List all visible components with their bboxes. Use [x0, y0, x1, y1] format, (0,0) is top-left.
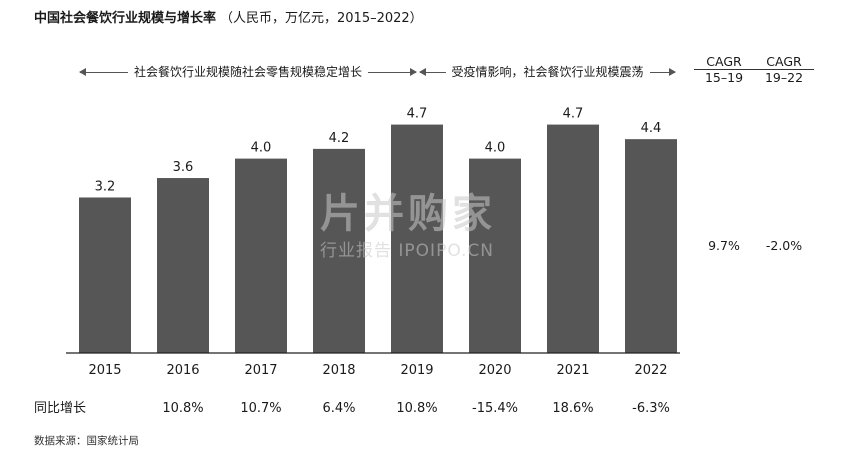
x-tick-label-2019: 2019	[400, 363, 433, 378]
cagr-header-2-top: CAGR	[754, 54, 814, 70]
data-label-2022: 4.4	[641, 121, 662, 136]
yoy-value-2020: -15.4%	[472, 401, 518, 416]
x-tick-label-2015: 2015	[88, 363, 121, 378]
data-label-2021: 4.7	[563, 107, 584, 122]
source-note: 数据来源：国家统计局	[34, 435, 139, 447]
x-tick-label-2016: 2016	[166, 363, 199, 378]
data-label-2020: 4.0	[485, 141, 506, 156]
period-annotation-2: 受疫情影响，社会餐饮行业规模震荡	[419, 64, 676, 80]
cagr-header-1-bottom: 15–19	[704, 70, 744, 85]
bar-2022	[625, 139, 677, 353]
x-tick-label-2021: 2021	[556, 363, 589, 378]
yoy-value-2021: 18.6%	[552, 401, 593, 416]
period-label-1: 社会餐饮行业规模随社会零售规模稳定增长	[127, 64, 369, 80]
period-annotation-1: 社会餐饮行业规模随社会零售规模稳定增长	[79, 64, 417, 80]
data-label-2016: 3.6	[173, 160, 194, 175]
yoy-value-2016: 10.8%	[162, 401, 203, 416]
data-label-2015: 3.2	[95, 179, 116, 194]
bar-2015	[79, 197, 131, 353]
bar-2018	[313, 148, 365, 353]
data-label-2018: 4.2	[329, 131, 350, 146]
x-tick-label-2017: 2017	[244, 363, 277, 378]
yoy-value-2022: -6.3%	[632, 401, 670, 416]
x-tick-label-2020: 2020	[478, 363, 511, 378]
bar-2017	[235, 158, 287, 353]
yoy-value-2018: 6.4%	[322, 401, 355, 416]
bar-2020	[469, 158, 521, 353]
data-label-2017: 4.0	[251, 141, 272, 156]
chart-title: 中国社会餐饮行业规模与增长率 （人民币，万亿元，2015–2022）	[34, 7, 423, 26]
bar-2016	[157, 178, 209, 353]
yoy-value-2019: 10.8%	[396, 401, 437, 416]
cagr-header-2: CAGR 19–22	[754, 54, 814, 85]
cagr-header-1: CAGR 15–19	[694, 54, 754, 85]
cagr-header-2-bottom: 19–22	[764, 70, 804, 85]
x-tick-label-2018: 2018	[322, 363, 355, 378]
cagr-header-1-top: CAGR	[694, 54, 754, 70]
period-label-2: 受疫情影响，社会餐饮行业规模震荡	[445, 64, 650, 80]
cagr-value-1: 9.7%	[708, 238, 740, 253]
cagr-value-2: -2.0%	[765, 238, 803, 253]
bar-2019	[391, 124, 443, 353]
yoy-value-2017: 10.7%	[240, 401, 281, 416]
chart-title-main: 中国社会餐饮行业规模与增长率	[34, 11, 217, 26]
chart-title-sub: （人民币，万亿元，2015–2022）	[220, 11, 423, 26]
yoy-row-label: 同比增长	[34, 401, 86, 416]
data-label-2019: 4.7	[407, 107, 428, 122]
bar-2021	[547, 124, 599, 353]
x-tick-label-2022: 2022	[634, 363, 667, 378]
